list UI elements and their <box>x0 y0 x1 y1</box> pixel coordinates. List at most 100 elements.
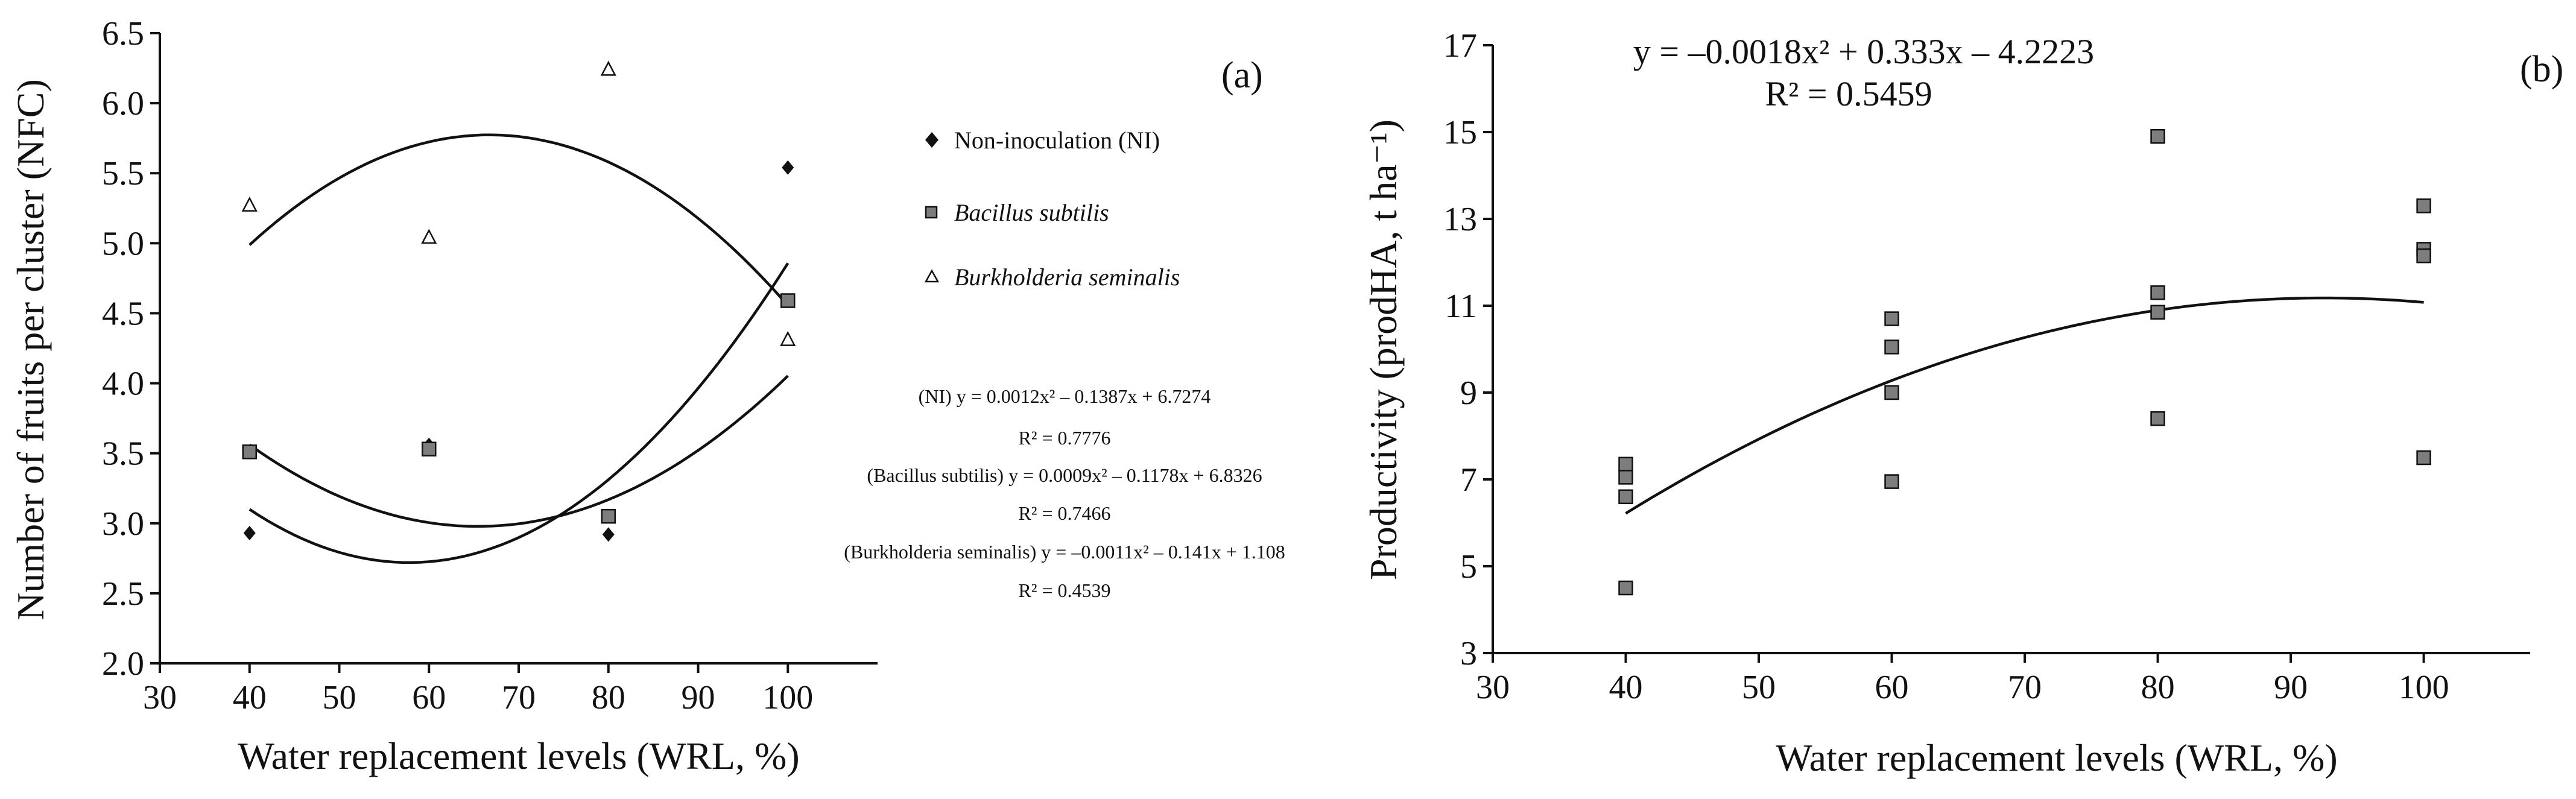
fit-r2: R² = 0.5459 <box>1765 74 1932 113</box>
y-tick-label: 4.5 <box>102 295 144 332</box>
square-marker <box>780 293 796 308</box>
triangle-marker-icon <box>924 269 940 283</box>
y-tick-label: 2.5 <box>102 575 144 613</box>
square-marker <box>1884 339 1899 355</box>
legend-item-ni: Non-inoculation (NI) <box>925 127 1160 154</box>
y-tick-label: 7 <box>1460 461 1477 499</box>
x-tick-label: 50 <box>1742 669 1776 706</box>
equation-ni: (NI) y = 0.0012x² – 0.1387x + 6.7274 <box>919 385 1211 407</box>
y-tick-label: 5.5 <box>102 155 144 192</box>
x-tick-label: 100 <box>2399 669 2449 706</box>
y-tick-label: 9 <box>1460 374 1477 412</box>
fit-curve <box>248 374 789 528</box>
diamond-marker <box>243 526 256 541</box>
y-tick-label: 17 <box>1443 27 1477 65</box>
square-marker <box>1884 474 1899 489</box>
legend-item-bacillus: Bacillus subtilis <box>925 199 1109 226</box>
y-tick-label: 6.0 <box>102 85 144 122</box>
square-marker <box>1884 311 1899 326</box>
equation-burkholderia: (Burkholderia seminalis) y = –0.0011x² –… <box>844 541 1285 563</box>
triangle-marker <box>421 229 437 244</box>
y-tick-label: 5.0 <box>102 225 144 262</box>
x-axis-title: Water replacement levels (WRL, %) <box>238 734 799 777</box>
square-marker <box>422 441 437 456</box>
y-ticks: 2.0 2.5 3.0 3.5 4.0 4.5 5.0 5.5 6.0 6.5 <box>102 15 160 683</box>
fit-curve <box>248 133 789 306</box>
y-tick-label: 3.0 <box>102 505 144 543</box>
y-tick-label: 6.5 <box>102 15 144 52</box>
r2-ni: R² = 0.7776 <box>1019 427 1111 449</box>
y-tick-label: 3.5 <box>102 435 144 473</box>
x-tick-label: 30 <box>143 679 177 716</box>
x-tick-label: 80 <box>2141 669 2175 706</box>
y-axis-title: Number of fruits per cluster (NFC) <box>9 79 52 621</box>
x-axis-title: Water replacement levels (WRL, %) <box>1776 736 2337 779</box>
fit-curves <box>248 133 790 564</box>
data-points <box>1618 128 2431 596</box>
r2-burkholderia: R² = 0.4539 <box>1019 580 1111 601</box>
x-tick-label: 70 <box>2008 669 2042 706</box>
y-tick-label: 15 <box>1443 114 1477 151</box>
square-marker <box>242 444 257 460</box>
legend-label: Non-inoculation (NI) <box>954 127 1160 154</box>
fit-curves <box>1625 296 2424 515</box>
diamond-marker-icon <box>925 132 938 148</box>
equation-bacillus: (Bacillus subtilis) y = 0.0009x² – 0.117… <box>867 464 1262 486</box>
square-marker <box>601 508 616 524</box>
square-marker <box>2150 285 2165 300</box>
panel-a: 2.0 2.5 3.0 3.5 4.0 4.5 5.0 5.5 6.0 6.5 30 40 50 60 7… <box>9 15 1285 777</box>
panel-label: (b) <box>2520 49 2563 90</box>
fit-curve <box>248 262 790 564</box>
square-marker <box>1618 580 1633 596</box>
x-tick-label: 40 <box>1609 669 1643 706</box>
y-tick-label: 13 <box>1443 201 1477 238</box>
panel-b: 3 5 7 9 11 13 15 17 30 40 50 60 70 80 90 100 (b) y = –… <box>1362 27 2563 779</box>
y-axis-title: Productivity (prodHA, t ha⁻¹) <box>1362 119 1405 580</box>
panel-label: (a) <box>1221 55 1263 96</box>
square-marker-icon <box>925 206 938 219</box>
triangle-marker <box>600 60 616 76</box>
legend: Non-inoculation (NI) Bacillus subtilis B… <box>924 127 1180 291</box>
square-marker <box>1618 470 1633 485</box>
y-tick-label: 11 <box>1445 288 1477 325</box>
square-marker <box>2416 450 2431 466</box>
square-marker <box>2150 411 2165 426</box>
fit-curve <box>1625 296 2424 515</box>
legend-label: Burkholderia seminalis <box>954 264 1180 291</box>
y-tick-label: 2.0 <box>102 645 144 683</box>
diamond-marker <box>602 527 615 542</box>
diamond-marker <box>782 160 794 175</box>
square-marker <box>2150 128 2165 144</box>
x-ticks: 30 40 50 60 70 80 90 100 <box>1476 653 2449 706</box>
data-points <box>241 60 796 542</box>
triangle-marker <box>780 330 796 346</box>
x-tick-label: 50 <box>323 679 356 716</box>
fit-equations: (NI) y = 0.0012x² – 0.1387x + 6.7274 R² … <box>844 385 1285 601</box>
x-tick-label: 90 <box>682 679 715 716</box>
legend-label: Bacillus subtilis <box>954 199 1109 226</box>
x-tick-label: 60 <box>1875 669 1909 706</box>
y-tick-label: 5 <box>1460 548 1477 586</box>
x-tick-label: 70 <box>502 679 536 716</box>
y-tick-label: 4.0 <box>102 365 144 403</box>
square-marker <box>2416 198 2431 213</box>
square-marker <box>2150 305 2165 320</box>
square-marker <box>1618 456 1633 472</box>
r2-bacillus: R² = 0.7466 <box>1019 502 1111 524</box>
legend-item-burkholderia: Burkholderia seminalis <box>924 264 1180 291</box>
x-tick-label: 100 <box>762 679 813 716</box>
y-ticks: 3 5 7 9 11 13 15 17 <box>1443 27 1493 672</box>
square-marker <box>2416 248 2431 264</box>
triangle-marker <box>241 196 258 212</box>
fit-equation: y = –0.0018x² + 0.333x – 4.2223 <box>1633 32 2094 71</box>
square-marker <box>1884 385 1899 400</box>
y-tick-label: 3 <box>1460 635 1477 672</box>
x-tick-label: 30 <box>1476 669 1510 706</box>
x-tick-label: 80 <box>592 679 625 716</box>
x-tick-label: 60 <box>412 679 446 716</box>
x-ticks: 30 40 50 60 70 80 90 100 <box>143 663 813 716</box>
square-marker <box>1618 489 1633 505</box>
x-tick-label: 40 <box>233 679 267 716</box>
x-tick-label: 90 <box>2274 669 2308 706</box>
